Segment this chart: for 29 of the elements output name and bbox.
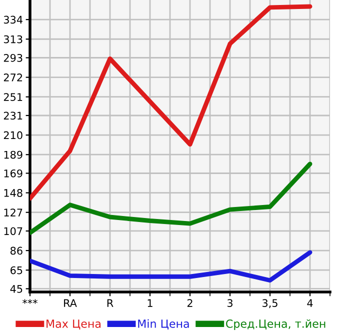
x-tick-label: RA bbox=[64, 299, 77, 307]
y-tick-label: 251 bbox=[4, 93, 22, 101]
legend-label: Min Цена bbox=[138, 319, 189, 330]
y-tick-label: 148 bbox=[4, 189, 22, 197]
y-tick-label: 65 bbox=[10, 266, 22, 274]
legend-label: Сред.Цена, т.йен bbox=[226, 319, 326, 330]
x-tick-label: 1 bbox=[148, 299, 152, 307]
line-series bbox=[30, 162, 312, 236]
y-tick-label: 231 bbox=[4, 112, 22, 120]
x-tick-label: 2 bbox=[187, 299, 192, 307]
y-tick-label: 107 bbox=[4, 227, 22, 236]
y-tick-label: 189 bbox=[4, 150, 22, 159]
x-tick-label: 4 bbox=[307, 299, 313, 307]
x-tick-label: 3 bbox=[227, 299, 232, 308]
x-tick-label: 3,5 bbox=[262, 299, 278, 308]
x-tick-label: R bbox=[107, 299, 114, 307]
y-tick-label: 210 bbox=[4, 131, 22, 140]
y-tick-label: 293 bbox=[4, 54, 22, 62]
y-tick-label: 86 bbox=[10, 246, 22, 255]
line-series bbox=[30, 250, 312, 283]
line-series bbox=[30, 4, 312, 201]
y-tick-label: 127 bbox=[4, 208, 22, 216]
y-tick-label: 169 bbox=[4, 169, 22, 178]
y-tick-label: 334 bbox=[4, 16, 22, 24]
y-tick-label: 272 bbox=[4, 74, 22, 82]
legend-label: Max Цена bbox=[46, 320, 101, 330]
y-tick-label: 45 bbox=[10, 285, 22, 293]
x-tick-label: *** bbox=[22, 299, 38, 304]
y-tick-label: 313 bbox=[4, 35, 22, 44]
